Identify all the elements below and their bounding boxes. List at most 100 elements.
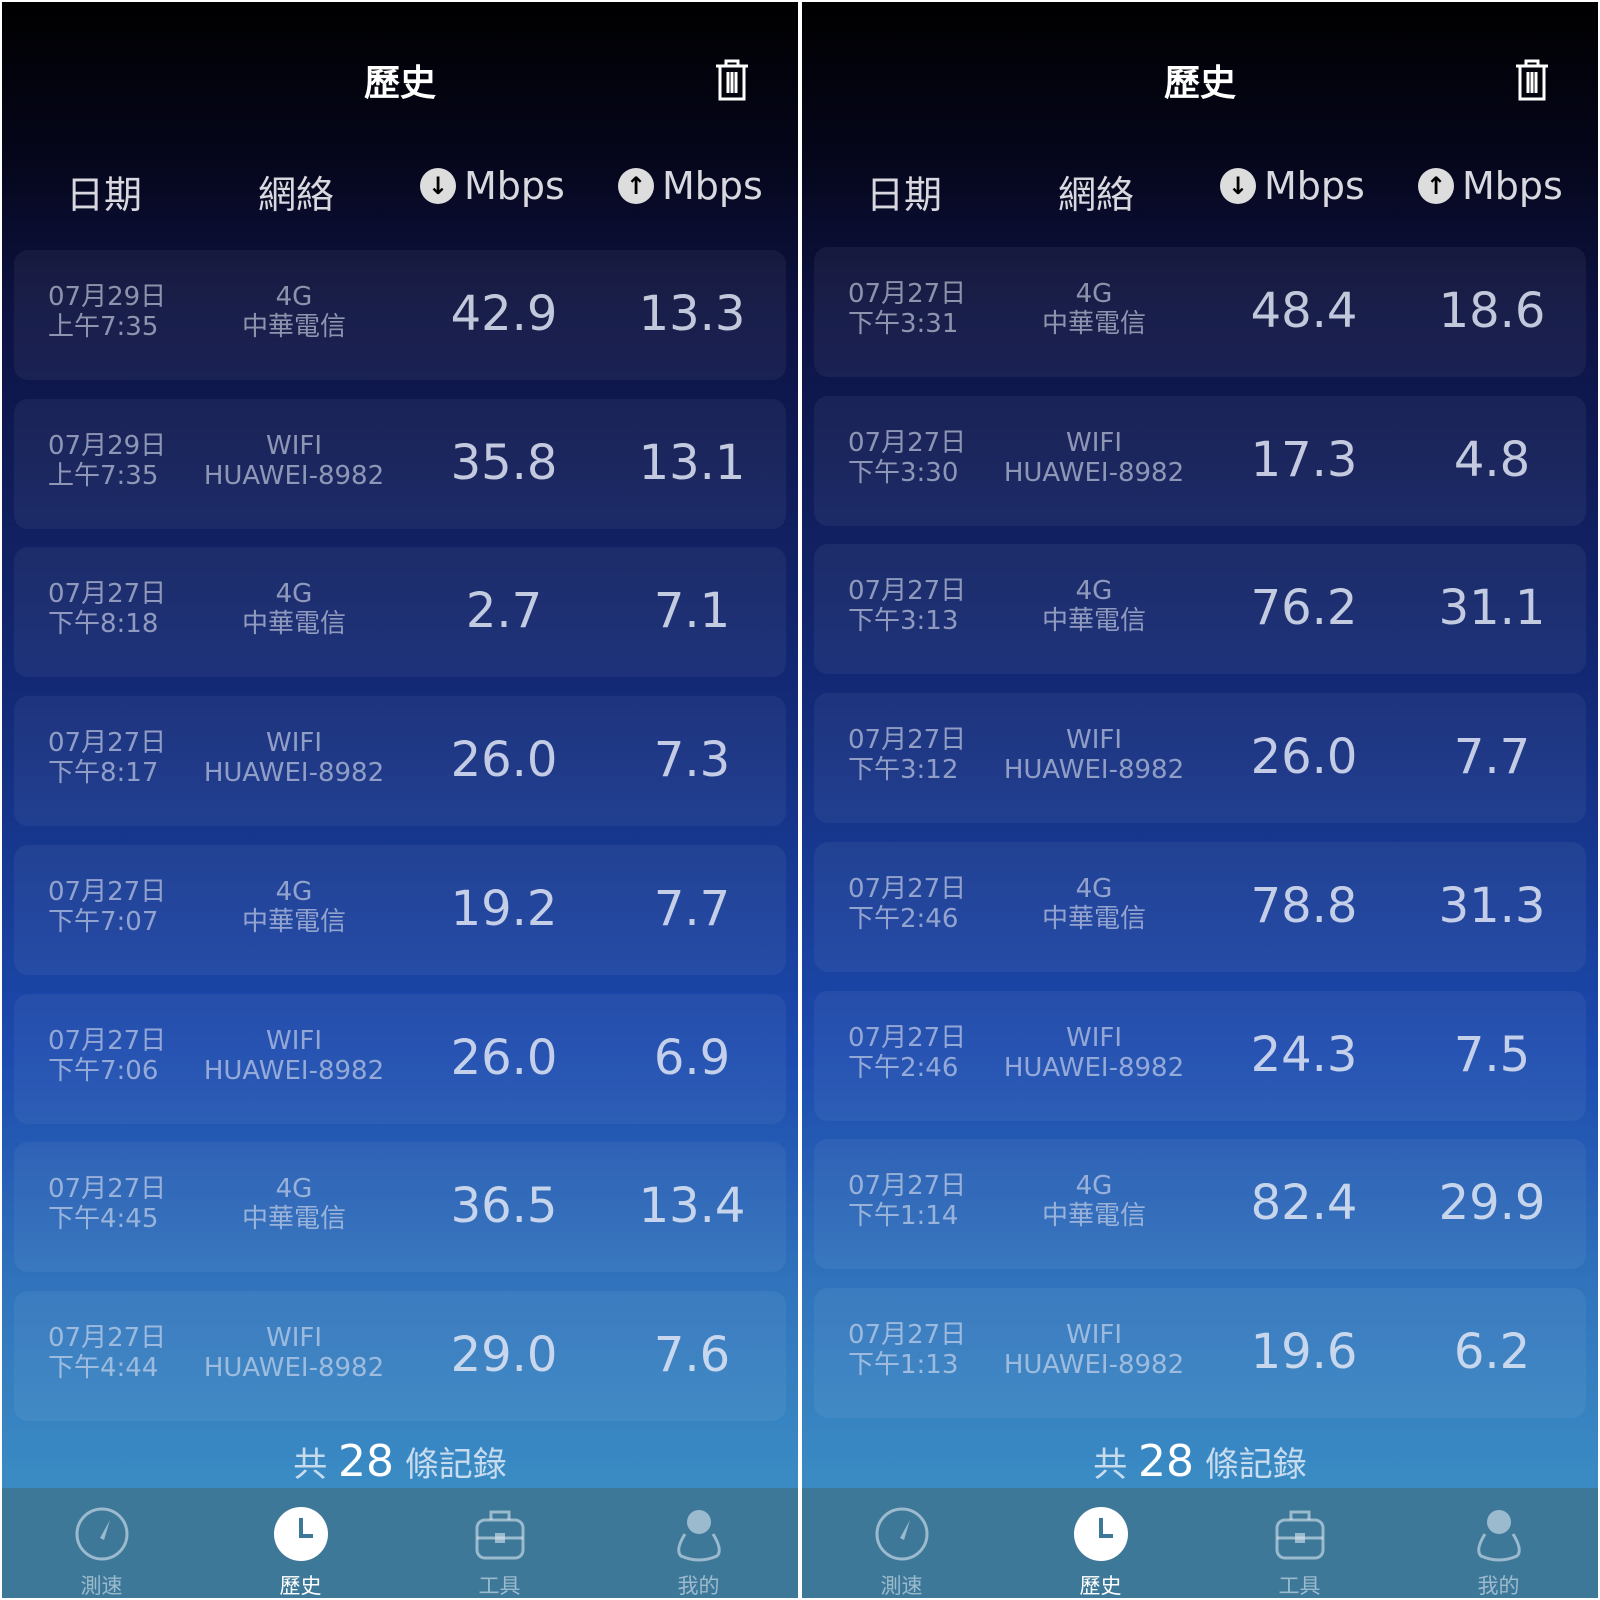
row-download: 36.5 [450,1178,558,1235]
header-network: 網絡 [258,173,335,217]
row-upload: 7.7 [653,880,731,937]
row-network: 4G 中華電信 [241,579,346,640]
row-upload: 6.9 [653,1029,731,1086]
record-count: 共 28 條記錄 [293,1436,507,1487]
tab-tools[interactable]: 工具 [400,1488,599,1598]
row-download: 78.8 [1250,877,1358,934]
tab-bar: 測速 歷史 工具 我的 [2,1488,798,1598]
row-network: WIFI HUAWEI-8982 [203,430,385,491]
row-network: 4G 中華電信 [241,282,346,342]
row-upload: 31.1 [1438,580,1546,637]
table-header: 日期 網絡 ↓ Mbps ↑ Mbps [2,164,798,217]
row-download: 19.2 [450,880,558,937]
row-network: 4G 中華電信 [241,876,346,937]
row-network: 4G 中華電信 [1041,873,1146,934]
header-date: 日期 [866,173,943,217]
table-header: 日期 網絡 ↓ Mbps ↑ Mbps [802,164,1598,217]
row-network: WIFI HUAWEI-8982 [203,1025,385,1086]
history-row[interactable]: 07月27日 下午2:46 WIFI HUAWEI-8982 24.3 7.5 [814,990,1586,1121]
row-network: 4G 中華電信 [1041,1171,1146,1232]
tab-bar: 測速 歷史 工具 我的 [802,1488,1598,1598]
row-network: 4G 中華電信 [1041,576,1146,637]
row-download: 76.2 [1250,580,1358,637]
history-row[interactable]: 07月27日 下午3:12 WIFI HUAWEI-8982 26.0 7.7 [814,693,1586,824]
row-upload: 7.6 [653,1326,731,1383]
row-download: 17.3 [1250,431,1358,488]
row-datetime: 07月27日 下午7:07 [48,876,167,937]
record-count: 共 28 條記錄 [1093,1436,1307,1487]
history-row[interactable]: 07月27日 下午3:13 4G 中華電信 76.2 31.1 [814,544,1586,675]
history-row[interactable]: 07月27日 下午1:14 4G 中華電信 82.4 29.9 [814,1139,1586,1270]
trash-icon[interactable] [712,58,752,102]
row-download: 26.0 [1250,729,1358,786]
tab-label: 歷史 [279,1574,322,1598]
row-datetime: 07月27日 下午4:44 [48,1322,167,1383]
row-upload: 4.8 [1453,431,1531,488]
history-row[interactable]: 07月27日 下午1:13 WIFI HUAWEI-8982 19.6 6.2 [814,1287,1586,1418]
tab-history[interactable]: 歷史 [201,1488,400,1598]
row-network: WIFI HUAWEI-8982 [203,728,385,789]
row-network: WIFI HUAWEI-8982 [1003,1319,1185,1380]
row-download: 26.0 [450,732,558,789]
history-row[interactable]: 07月27日 下午3:31 4G 中華電信 48.4 18.6 [814,247,1586,377]
header-date: 日期 [66,173,143,217]
history-row[interactable]: 07月29日 上午7:35 4G 中華電信 42.9 13.3 [14,250,786,380]
row-upload: 7.3 [653,732,731,789]
tab-label: 歷史 [1079,1574,1122,1598]
row-download: 82.4 [1250,1175,1358,1232]
history-row[interactable]: 07月27日 下午7:07 4G 中華電信 19.2 7.7 [14,844,786,975]
row-download: 26.0 [450,1029,558,1086]
arrow-up-circle-icon: ↑ [618,168,654,204]
row-download: 29.0 [450,1326,558,1383]
trash-icon[interactable] [1512,58,1552,102]
row-datetime: 07月27日 下午2:46 [848,1022,967,1083]
history-row[interactable]: 07月27日 下午8:17 WIFI HUAWEI-8982 26.0 7.3 [14,696,786,827]
row-datetime: 07月27日 下午1:14 [848,1171,967,1232]
row-datetime: 07月27日 下午3:13 [848,576,967,637]
tab-label: 我的 [677,1574,720,1598]
tab-speedtest[interactable]: 測速 [2,1488,201,1598]
history-row[interactable]: 07月27日 下午4:44 WIFI HUAWEI-8982 29.0 7.6 [14,1290,786,1421]
history-screen: 歷史 日期 網絡 ↓ Mbps ↑ Mbps 07月29日 上午7:35 4G 中華電信… [2,2,798,1598]
row-download: 42.9 [450,286,558,342]
header-download: ↓ Mbps [420,164,565,208]
tab-label: 工具 [478,1574,521,1598]
arrow-down-circle-icon: ↓ [420,168,456,204]
row-datetime: 07月27日 下午7:06 [48,1025,167,1086]
row-download: 48.4 [1250,283,1358,339]
row-download: 35.8 [450,434,558,491]
tab-profile[interactable]: 我的 [599,1488,798,1598]
row-upload: 7.7 [1453,729,1531,786]
row-network: WIFI HUAWEI-8982 [1003,725,1185,786]
tab-speedtest[interactable]: 測速 [802,1488,1001,1598]
row-upload: 18.6 [1438,283,1546,339]
row-upload: 7.5 [1453,1026,1531,1083]
history-row[interactable]: 07月27日 下午4:45 4G 中華電信 36.5 13.4 [14,1142,786,1273]
row-datetime: 07月27日 下午4:45 [48,1174,167,1235]
header-network: 網絡 [1058,173,1135,217]
history-row[interactable]: 07月27日 下午7:06 WIFI HUAWEI-8982 26.0 6.9 [14,993,786,1124]
row-datetime: 07月27日 下午1:13 [848,1319,967,1380]
row-upload: 13.3 [638,286,746,342]
tab-profile[interactable]: 我的 [1399,1488,1598,1598]
history-row[interactable]: 07月27日 下午2:46 4G 中華電信 78.8 31.3 [814,841,1586,972]
history-row[interactable]: 07月27日 下午8:18 4G 中華電信 2.7 7.1 [14,547,786,678]
row-upload: 13.4 [638,1178,746,1235]
row-network: 4G 中華電信 [1041,279,1146,339]
arrow-up-circle-icon: ↑ [1418,168,1454,204]
history-row[interactable]: 07月27日 下午3:30 WIFI HUAWEI-8982 17.3 4.8 [814,395,1586,526]
tab-history[interactable]: 歷史 [1001,1488,1200,1598]
row-datetime: 07月27日 下午3:31 [848,279,967,339]
header-download: ↓ Mbps [1220,164,1365,208]
history-screen: 歷史 日期 網絡 ↓ Mbps ↑ Mbps 07月27日 下午3:31 4G 中華電信… [802,2,1598,1598]
row-datetime: 07月27日 下午8:17 [48,728,167,789]
row-upload: 6.2 [1453,1323,1531,1380]
tab-label: 測速 [880,1574,923,1598]
row-datetime: 07月29日 上午7:35 [48,430,167,491]
arrow-down-circle-icon: ↓ [1220,168,1256,204]
history-row[interactable]: 07月29日 上午7:35 WIFI HUAWEI-8982 35.8 13.1 [14,398,786,529]
row-network: WIFI HUAWEI-8982 [1003,427,1185,488]
tab-tools[interactable]: 工具 [1200,1488,1399,1598]
page-title: 歷史 [1163,63,1236,104]
row-network: 4G 中華電信 [241,1174,346,1235]
